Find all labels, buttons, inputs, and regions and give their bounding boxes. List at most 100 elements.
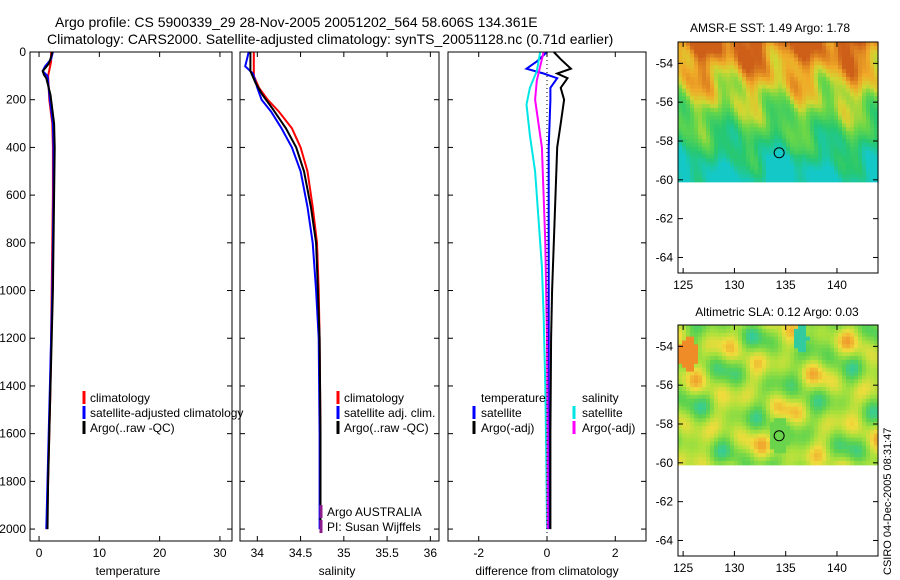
heatmap-cell <box>838 119 843 125</box>
heatmap-cell <box>710 162 715 167</box>
heatmap-cell <box>730 359 735 365</box>
heatmap-cell <box>858 123 863 129</box>
heatmap-cell <box>774 433 779 439</box>
heatmap-cell <box>846 410 851 415</box>
heatmap-cell <box>794 383 799 388</box>
heatmap-cell <box>858 394 863 400</box>
heatmap-cell <box>742 371 747 377</box>
heatmap-cell <box>766 174 771 179</box>
heatmap-cell <box>710 57 715 63</box>
heatmap-cell <box>758 65 763 70</box>
heatmap-cell <box>850 410 855 415</box>
heatmap-cell <box>754 42 759 47</box>
heatmap-cell <box>706 142 711 148</box>
heatmap-cell <box>806 402 811 408</box>
heatmap-cell <box>678 425 683 431</box>
heatmap-cell <box>782 76 787 82</box>
heatmap-cell <box>730 170 735 175</box>
heatmap-cell <box>858 375 863 380</box>
heatmap-cell <box>766 359 771 365</box>
heatmap-cell <box>778 433 783 439</box>
heatmap-cell <box>806 42 811 47</box>
heatmap-cell <box>858 142 863 148</box>
heatmap-cell <box>702 108 707 113</box>
y-tick-label: 1000 <box>0 284 26 298</box>
heatmap-cell <box>798 76 803 82</box>
heatmap-cell <box>802 414 807 419</box>
heatmap-cell <box>746 162 751 167</box>
heatmap-cell <box>694 170 699 175</box>
heatmap-cell <box>782 379 787 384</box>
heatmap-cell <box>854 356 859 361</box>
heatmap-cell <box>786 387 791 392</box>
heatmap-cell <box>814 379 819 384</box>
heatmap-cell <box>770 108 775 113</box>
heatmap-cell <box>846 453 851 458</box>
heatmap-cell <box>702 402 707 408</box>
heatmap-cell <box>826 108 831 113</box>
heatmap-cell <box>762 356 767 361</box>
heatmap-cell <box>710 108 715 113</box>
heatmap-cell <box>726 96 731 101</box>
heatmap-cell <box>706 453 711 458</box>
heatmap-cell <box>690 162 695 167</box>
heatmap-cell <box>774 457 779 462</box>
heatmap-cell <box>694 441 699 446</box>
heatmap-cell <box>690 363 695 369</box>
x-tick-label: 0 <box>36 546 43 560</box>
heatmap-cell <box>782 158 787 163</box>
heatmap-cell <box>710 410 715 415</box>
lat-tick-label: -58 <box>656 134 674 148</box>
heatmap-cell <box>806 429 811 435</box>
heatmap-cell <box>826 429 831 435</box>
heatmap-cell <box>718 162 723 167</box>
heatmap-cell <box>678 170 683 175</box>
heatmap-cell <box>870 162 875 167</box>
heatmap-cell <box>850 383 855 388</box>
heatmap-cell <box>718 100 723 105</box>
heatmap-cell <box>778 348 783 353</box>
heatmap-cell <box>842 433 847 439</box>
heatmap-cell <box>774 49 779 55</box>
heatmap-cell <box>754 332 759 338</box>
heatmap-cell <box>770 111 775 117</box>
heatmap-cell <box>702 45 707 51</box>
heatmap-cell <box>714 45 719 51</box>
heatmap-cell <box>734 96 739 101</box>
heatmap-cell <box>710 425 715 431</box>
heatmap-cell <box>786 429 791 435</box>
heatmap-cell <box>850 92 855 97</box>
heatmap-cell <box>874 57 879 63</box>
heatmap-cell <box>726 356 731 361</box>
heatmap-cell <box>690 344 695 349</box>
heatmap-cell <box>722 437 727 443</box>
heatmap-cell <box>838 111 843 117</box>
heatmap-cell <box>706 150 711 156</box>
heatmap-cell <box>678 356 683 361</box>
heatmap-cell <box>818 441 823 446</box>
heatmap-cell <box>834 406 839 412</box>
heatmap-cell <box>854 135 859 140</box>
heatmap-cell <box>722 460 727 466</box>
heatmap-cell <box>782 356 787 361</box>
heatmap-cell <box>834 449 839 454</box>
heatmap-cell <box>710 96 715 101</box>
heatmap-cell <box>678 367 683 373</box>
heatmap-cell <box>858 449 863 454</box>
heatmap-cell <box>722 429 727 435</box>
heatmap-cell <box>838 123 843 129</box>
heatmap-cell <box>738 127 743 132</box>
heatmap-cell <box>762 418 767 423</box>
heatmap-cell <box>826 100 831 105</box>
heatmap-cell <box>710 142 715 148</box>
heatmap-cell <box>834 371 839 377</box>
heatmap-cell <box>818 336 823 342</box>
heatmap-cell <box>790 336 795 342</box>
heatmap-cell <box>786 73 791 78</box>
heatmap-cell <box>874 398 879 404</box>
heatmap-cell <box>802 457 807 462</box>
heatmap-cell <box>842 45 847 51</box>
heatmap-cell <box>766 135 771 140</box>
heatmap-cell <box>866 154 871 160</box>
heatmap-cell <box>826 425 831 431</box>
